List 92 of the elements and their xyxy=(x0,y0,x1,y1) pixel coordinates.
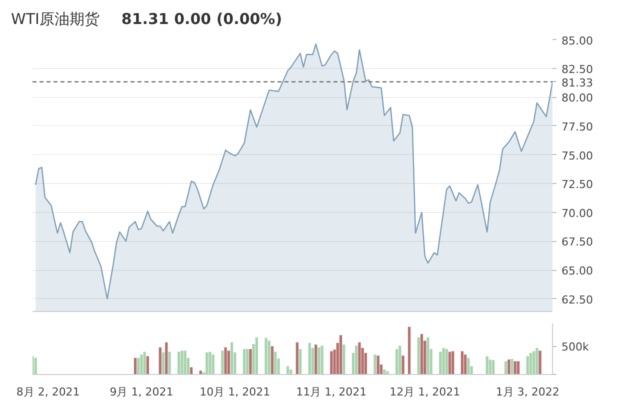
bar xyxy=(298,349,302,375)
bar xyxy=(180,351,184,375)
bar xyxy=(355,346,358,375)
bar xyxy=(408,327,411,375)
bar xyxy=(439,352,442,375)
bar xyxy=(178,352,180,375)
bar xyxy=(270,346,274,375)
bar xyxy=(268,341,270,375)
bar xyxy=(526,356,529,375)
bar xyxy=(339,336,342,375)
bar xyxy=(290,370,292,375)
y-tick-label: 80.00 xyxy=(562,92,593,106)
y-tick-label: 85.00 xyxy=(562,34,593,48)
y-tick-label: 500k xyxy=(562,340,590,354)
bar xyxy=(255,338,258,375)
bar xyxy=(134,358,137,375)
bar xyxy=(286,366,290,375)
bar xyxy=(208,352,212,375)
bar xyxy=(358,342,361,375)
bar xyxy=(536,348,538,375)
bar xyxy=(264,338,268,375)
bar xyxy=(246,349,249,375)
bar xyxy=(274,352,277,375)
bar xyxy=(386,372,389,375)
x-tick-label: 12月 1, 2021 xyxy=(390,386,460,399)
bar xyxy=(445,349,448,375)
y-tick-label: 72.50 xyxy=(562,178,593,192)
chart-title: WTI原油期货 xyxy=(11,9,100,30)
bar xyxy=(137,358,140,375)
bar xyxy=(308,343,311,375)
bar xyxy=(206,352,208,375)
bar xyxy=(510,359,514,375)
bar xyxy=(398,346,402,375)
bar xyxy=(492,360,495,375)
bar xyxy=(448,352,452,375)
bar xyxy=(508,360,510,375)
bar xyxy=(318,348,320,375)
bar xyxy=(420,334,424,375)
bar xyxy=(504,362,508,375)
bar xyxy=(395,349,398,375)
bar xyxy=(249,349,252,375)
bar xyxy=(140,354,143,375)
x-tick-label: 8月 2, 2021 xyxy=(16,386,80,399)
y-tick-label: 70.00 xyxy=(562,207,593,220)
bar xyxy=(486,356,488,375)
bar xyxy=(221,351,224,375)
bar xyxy=(143,352,146,375)
bar xyxy=(342,344,346,375)
bar xyxy=(442,348,445,375)
bar xyxy=(168,352,171,375)
bar xyxy=(426,338,430,375)
bar xyxy=(376,356,380,375)
bar xyxy=(538,351,542,375)
bar xyxy=(514,362,516,375)
bar xyxy=(467,358,470,375)
bar xyxy=(532,352,536,375)
bar xyxy=(452,352,454,375)
bar xyxy=(224,348,227,375)
bar xyxy=(227,351,230,375)
bar xyxy=(184,351,186,375)
bar xyxy=(165,342,168,375)
bar xyxy=(460,352,464,375)
bar xyxy=(158,348,162,375)
bar xyxy=(212,354,214,375)
bar xyxy=(529,353,532,375)
x-tick-label: 11月 1, 2021 xyxy=(296,386,367,399)
y-tick-label: 77.50 xyxy=(562,120,593,134)
bar xyxy=(230,342,234,375)
bar xyxy=(464,354,467,375)
bar xyxy=(242,349,246,375)
ref-line-label: 81.33 xyxy=(562,76,593,90)
chart-subtitle: 81.31 0.00 (0.00%) xyxy=(121,9,282,30)
bar xyxy=(417,338,420,375)
x-tick-label: 9月 1, 2021 xyxy=(110,386,174,399)
x-tick-label: 1月 3, 2022 xyxy=(496,386,560,399)
bar xyxy=(314,344,318,375)
bar xyxy=(516,362,520,375)
y-tick-label: 75.00 xyxy=(562,150,593,163)
bar xyxy=(146,356,150,375)
bar xyxy=(402,356,404,375)
y-tick-label: 62.50 xyxy=(562,294,593,307)
x-tick-label: 10月 1, 2021 xyxy=(200,386,270,399)
bar xyxy=(330,352,333,375)
y-tick-label: 65.00 xyxy=(562,264,593,278)
bar xyxy=(488,360,492,375)
bar xyxy=(320,346,324,375)
bar xyxy=(34,358,37,375)
y-tick-label: 82.50 xyxy=(562,63,593,76)
bar xyxy=(296,342,298,375)
bar xyxy=(374,354,376,375)
y-tick-label: 67.50 xyxy=(562,236,593,250)
bar xyxy=(162,352,165,375)
